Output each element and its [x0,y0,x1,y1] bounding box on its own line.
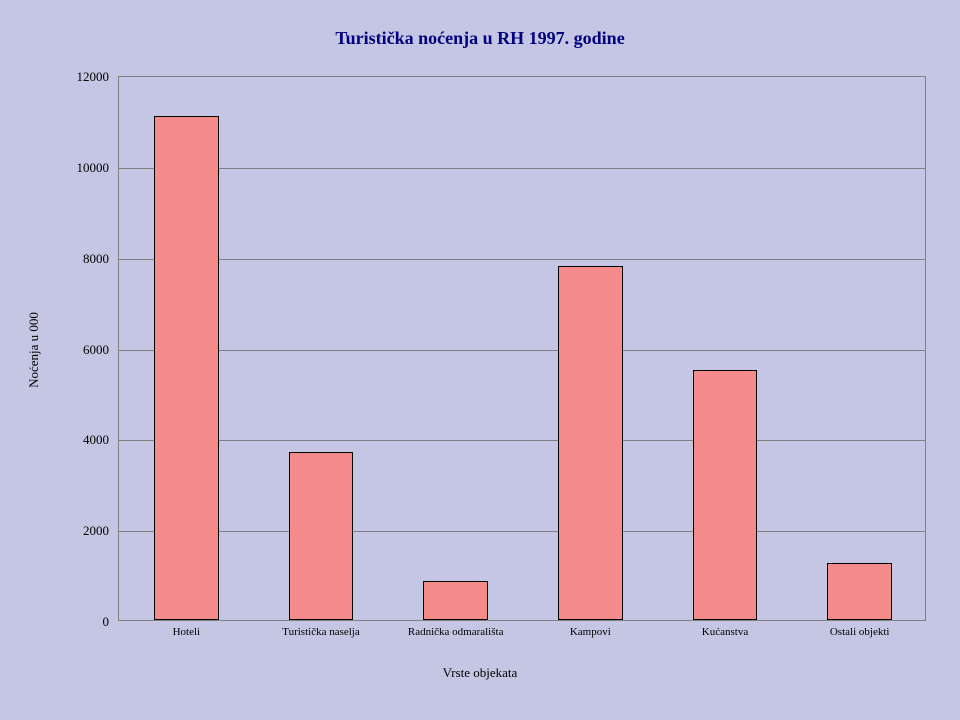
gridline [119,168,925,169]
x-tick-label: Ostali objekti [830,620,890,638]
bar [558,266,623,620]
y-tick-label: 8000 [83,251,119,267]
bar [154,116,219,620]
y-axis-title: Noćenja u 000 [26,312,42,388]
chart-page: Turistička noćenja u RH 1997. godine 020… [0,0,960,720]
x-tick-label: Kampovi [570,620,611,638]
bar [423,581,488,620]
bar [693,370,758,620]
bar [827,563,892,620]
x-axis-title: Vrste objekata [0,665,960,681]
y-tick-label: 0 [103,614,120,630]
x-tick-label: Kućanstva [702,620,748,638]
chart-title: Turistička noćenja u RH 1997. godine [0,28,960,49]
y-tick-label: 6000 [83,342,119,358]
gridline [119,440,925,441]
x-tick-label: Hoteli [173,620,201,638]
x-tick-label: Turistička naselja [282,620,360,638]
x-tick-label: Radnička odmarališta [408,620,504,638]
y-tick-label: 2000 [83,523,119,539]
y-tick-label: 4000 [83,432,119,448]
gridline [119,531,925,532]
plot-area: 020004000600080001000012000HoteliTuristi… [118,76,926,621]
gridline [119,350,925,351]
gridline [119,259,925,260]
bar [289,452,354,620]
y-tick-label: 12000 [77,69,120,85]
y-tick-label: 10000 [77,160,120,176]
